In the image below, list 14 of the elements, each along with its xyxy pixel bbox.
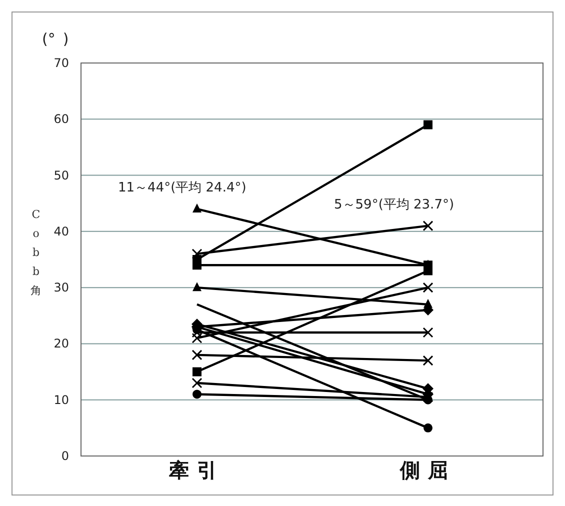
- y-tick-label: 10: [54, 392, 69, 407]
- y-tick-label: 50: [54, 168, 69, 182]
- annotation: 5～59°(平均 23.7°): [334, 197, 454, 212]
- y-axis-title: Cobb角: [30, 208, 42, 297]
- y-tick-label: 70: [54, 56, 69, 70]
- y-tick-label: 40: [54, 224, 69, 238]
- annotation: 11～44°(平均 24.4°): [118, 180, 246, 196]
- y-tick-label: 30: [54, 280, 69, 295]
- x-tick-label: 牽引: [169, 458, 225, 482]
- y-tick-label: 60: [54, 112, 69, 126]
- y-tick-label: 0: [61, 449, 69, 463]
- x-tick-label: 側屈: [399, 458, 456, 482]
- y-tick-label: 20: [54, 336, 69, 351]
- text: (° ): [42, 30, 69, 48]
